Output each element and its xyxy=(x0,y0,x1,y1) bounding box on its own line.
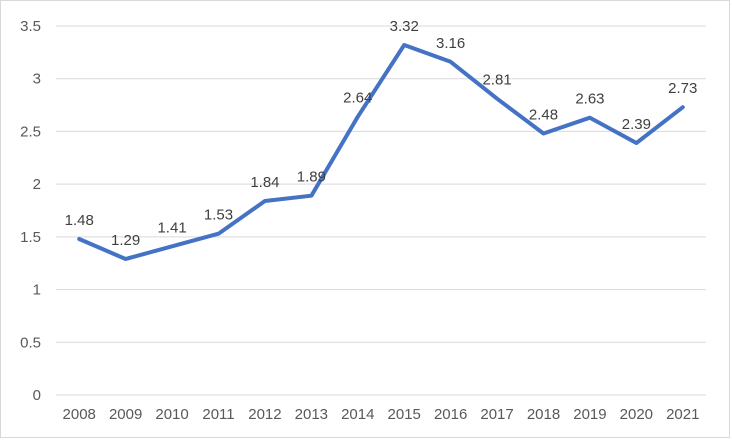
y-tick-label: 1.5 xyxy=(20,229,41,246)
data-label: 1.48 xyxy=(65,212,94,229)
x-tick-label: 2020 xyxy=(620,406,653,423)
x-tick-label: 2009 xyxy=(109,406,142,423)
x-tick-label: 2019 xyxy=(573,406,606,423)
y-tick-label: 3 xyxy=(33,71,41,88)
data-label: 2.81 xyxy=(482,72,511,89)
x-tick-label: 2012 xyxy=(248,406,281,423)
y-tick-label: 2.5 xyxy=(20,123,41,140)
y-tick-label: 0.5 xyxy=(20,334,41,351)
data-label: 1.41 xyxy=(157,219,186,236)
data-labels: 1.48 1.29 1.41 1.53 1.84 1.89 2.64 3.32 3.16 2.81… xyxy=(65,18,698,249)
data-label: 2.48 xyxy=(529,107,558,124)
data-label: 2.39 xyxy=(622,116,651,133)
data-label: 3.16 xyxy=(436,35,465,52)
y-tick-label: 1 xyxy=(33,282,41,299)
data-label: 1.84 xyxy=(250,174,279,191)
x-tick-label: 2011 xyxy=(202,406,234,423)
gridlines xyxy=(56,25,706,396)
series-lines xyxy=(77,43,685,261)
data-label: 1.53 xyxy=(204,207,233,224)
x-tick-label: 2014 xyxy=(341,406,374,423)
y-axis-tick-labels: 0 0.5 1 1.5 2 2.5 3 3.5 xyxy=(20,18,41,404)
y-tick-label: 3.5 xyxy=(20,18,41,35)
series-line xyxy=(77,43,685,261)
data-label: 2.73 xyxy=(668,80,697,97)
data-label: 2.63 xyxy=(575,91,604,108)
data-label: 1.29 xyxy=(111,232,140,249)
x-tick-label: 2016 xyxy=(434,406,467,423)
x-tick-label: 2010 xyxy=(155,406,188,423)
data-label: 2.64 xyxy=(343,90,372,107)
x-tick-label: 2008 xyxy=(63,406,96,423)
x-tick-label: 2017 xyxy=(480,406,513,423)
y-tick-label: 0 xyxy=(33,387,41,404)
x-tick-label: 2018 xyxy=(527,406,560,423)
data-label: 3.32 xyxy=(390,18,419,35)
data-label: 1.89 xyxy=(297,169,326,186)
x-tick-label: 2015 xyxy=(388,406,421,423)
y-tick-label: 2 xyxy=(33,176,41,193)
x-axis-tick-labels: 2008 2009 2010 2011 2012 2013 2014 2015 2016 2017… xyxy=(63,406,700,423)
x-tick-label: 2021 xyxy=(666,406,699,423)
x-tick-label: 2013 xyxy=(295,406,328,423)
